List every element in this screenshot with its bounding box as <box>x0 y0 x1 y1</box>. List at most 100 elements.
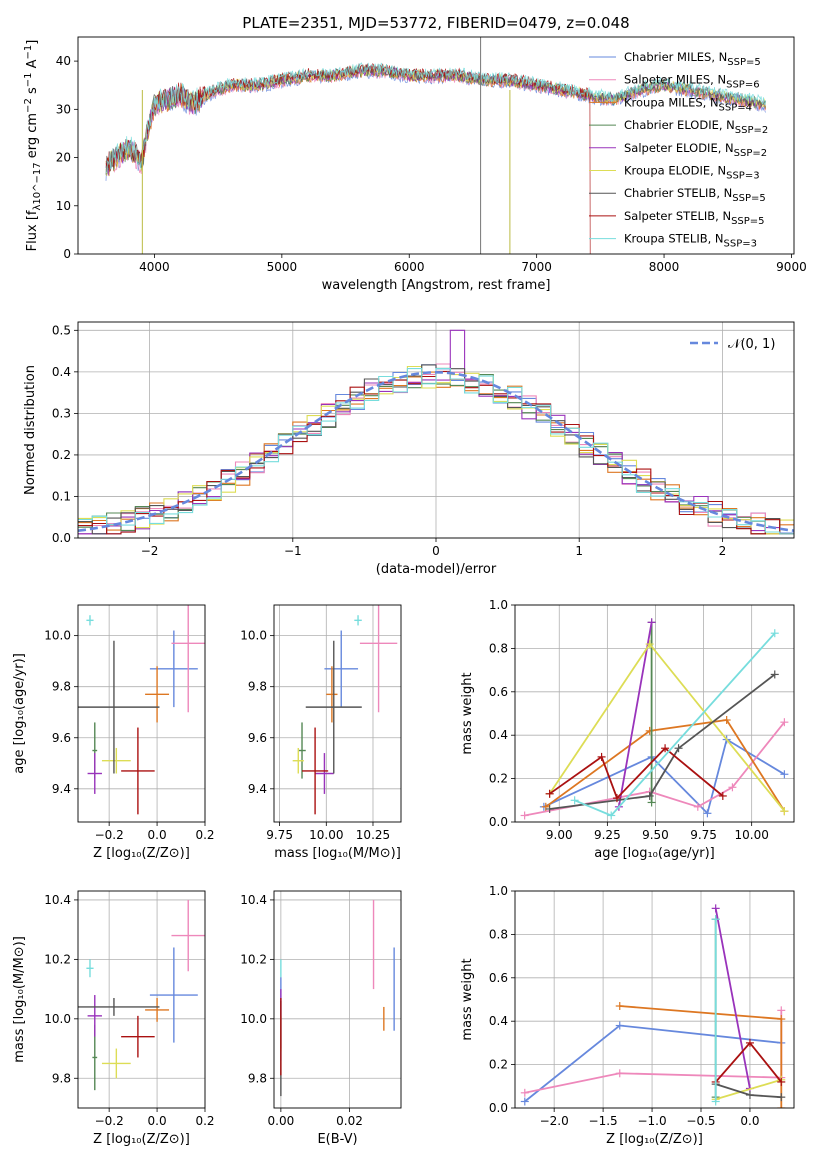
massweight-vs-Z-xtick-label: 0.0 <box>740 1114 759 1128</box>
legend-label: Salpeter STELIB, NSSP=5​ <box>624 209 765 227</box>
massweight-vs-age-ytick-label: 0.6 <box>489 685 508 699</box>
massweight-vs-age-frame <box>514 604 795 823</box>
age-vs-mass-xlabel: mass [log₁₀(M/M⊙)] <box>274 846 401 861</box>
normal-reference-curve <box>78 370 794 532</box>
massweight-vs-age-ytick-label: 0.2 <box>489 772 508 786</box>
age-vs-Z-ytick-label: 9.6 <box>52 731 71 745</box>
massweight-vs-age-ytick-label: 1.0 <box>489 598 508 612</box>
age-vs-mass-plot-area <box>292 605 398 815</box>
residual-histogram-ytick-label: 0.1 <box>52 489 71 503</box>
massweight-vs-Z-ytick-label: 0.8 <box>489 927 508 941</box>
spectrum-ylabel: Flux [fλ10^−17​ erg cm−2​ s−1​ A−1​] <box>23 40 43 252</box>
legend-label: Salpeter MILES, NSSP=6​ <box>624 73 760 91</box>
massweight-vs-age-xtick-label: 10.00 <box>734 828 768 842</box>
massweight-vs-Z-xtick-label: −0.5 <box>686 1114 715 1128</box>
age-vs-Z-frame <box>77 604 206 823</box>
residual-histogram-ytick-label: 0.2 <box>52 448 71 462</box>
massweight-vs-age-series-line <box>524 721 786 817</box>
massweight-vs-age-ytick-label: 0.4 <box>489 728 508 742</box>
mass-vs-Z-plot-area <box>78 899 205 1091</box>
age-vs-mass-panel: 9.75 10.00 10.25 9.4 9.6 9.8 10.0 mass [log₁₀(M… <box>240 604 402 861</box>
spectrum-xtick-label: 8000 <box>649 260 680 274</box>
mass-vs-Z-ytick-label: 9.8 <box>52 1071 71 1085</box>
spectrum-frame <box>77 36 795 255</box>
mass-vs-ebv-xtick-label: 0.02 <box>336 1114 363 1128</box>
spectrum-legend: Chabrier MILES, NSSP=5​ Salpeter MILES, N… <box>589 50 768 250</box>
massweight-vs-Z-xtick-label: −2.0 <box>540 1114 569 1128</box>
spectrum-ytick-label: 40 <box>56 54 71 68</box>
residual-histogram-panel: −2 −1 0 1 2 0.0 0.1 0.2 0.3 0.4 0.5 (data-model)/er… <box>23 321 795 577</box>
residual-histogram-ylabel: Normed distribution <box>23 365 38 495</box>
legend-label: Kroupa MILES, NSSP=4​ <box>624 95 752 113</box>
age-vs-Z-xlabel: Z [log₁₀(Z/Z⊙)] <box>93 846 190 861</box>
mass-vs-Z-xtick-label: 0.2 <box>195 1114 214 1128</box>
massweight-vs-Z-plot-area <box>520 904 786 1108</box>
massweight-vs-Z-series-line <box>524 1024 782 1103</box>
mass-vs-ebv-xlabel: E(B-V) <box>317 1132 357 1147</box>
massweight-vs-age-ytick-label: 0.8 <box>489 641 508 655</box>
spectrum-plot-area <box>105 37 767 254</box>
mass-vs-Z-frame <box>77 890 206 1109</box>
massweight-vs-age-xtick-label: 9.50 <box>642 828 669 842</box>
residual-histogram-xtick-label: 0 <box>432 544 440 558</box>
massweight-vs-Z-ylabel: mass weight <box>460 958 475 1040</box>
mass-vs-Z-ytick-label: 10.2 <box>44 952 71 966</box>
mass-vs-ebv-ytick-label: 10.4 <box>240 893 267 907</box>
age-vs-mass-xtick-label: 10.00 <box>309 828 343 842</box>
residual-histogram-plot-area <box>78 329 794 535</box>
spectrum-xlabel: wavelength [Angstrom, rest frame] <box>322 278 551 293</box>
residual-histogram-xtick-label: −2 <box>141 544 159 558</box>
age-vs-mass-ytick-label: 9.6 <box>248 731 267 745</box>
legend-label: Kroupa STELIB, NSSP=3​ <box>624 232 757 250</box>
residual-histogram-ytick-label: 0.3 <box>52 406 71 420</box>
age-vs-Z-ylabel: age [log₁₀(age/yr)] <box>12 653 27 774</box>
legend-label: Chabrier MILES, NSSP=5​ <box>624 50 761 68</box>
massweight-vs-Z-xlabel: Z [log₁₀(Z/Z⊙)] <box>606 1132 703 1147</box>
spectrum-xtick-label: 5000 <box>267 260 298 274</box>
massweight-vs-age-xtick-label: 9.00 <box>546 828 573 842</box>
massweight-vs-age-xtick-label: 9.25 <box>594 828 621 842</box>
age-vs-Z-plot-area <box>78 605 205 815</box>
age-vs-mass-ytick-label: 9.8 <box>248 680 267 694</box>
massweight-vs-age-panel: 9.00 9.25 9.50 9.75 10.00 0.0 0.2 0.4 0.6 0.8 1.0 a… <box>460 598 795 861</box>
spectrum-series-line <box>105 62 767 174</box>
residual-histogram-xtick-label: −1 <box>284 544 302 558</box>
age-vs-mass-ytick-label: 9.4 <box>248 782 267 796</box>
massweight-vs-age-series-line <box>549 673 776 810</box>
mass-vs-Z-panel: −0.2 0.0 0.2 9.8 10.0 10.2 10.4 Z [log₁₀(Z/Z⊙)]… <box>12 890 215 1147</box>
mass-vs-ebv-frame <box>273 890 402 1109</box>
spectrum-ytick-label: 0 <box>63 247 71 261</box>
mass-vs-ebv-ytick-label: 10.2 <box>240 952 267 966</box>
mass-vs-Z-xtick-label: 0.0 <box>148 1114 167 1128</box>
massweight-vs-Z-ytick-label: 1.0 <box>489 884 508 898</box>
massweight-vs-Z-series-line <box>714 908 751 1089</box>
legend-label: Kroupa ELODIE, NSSP=3​ <box>624 164 760 182</box>
residual-histogram-xlabel: (data-model)/error <box>376 562 497 577</box>
mass-vs-ebv-xtick-label: 0.00 <box>268 1114 295 1128</box>
legend-label: Salpeter ELODIE, NSSP=2​ <box>624 141 767 159</box>
mass-vs-Z-ytick-label: 10.4 <box>44 893 71 907</box>
massweight-vs-Z-ytick-label: 0.6 <box>489 971 508 985</box>
age-vs-Z-xtick-label: 0.0 <box>148 828 167 842</box>
age-vs-mass-xtick-label: 10.25 <box>356 828 390 842</box>
massweight-vs-Z-panel: −2.0 −1.5 −1.0 −0.5 0.0 0.0 0.2 0.4 0.6 0.8 1.0 Z [… <box>460 884 795 1147</box>
age-vs-Z-xtick-label: 0.2 <box>195 828 214 842</box>
massweight-vs-Z-ytick-label: 0.2 <box>489 1058 508 1072</box>
massweight-vs-Z-ytick-label: 0.0 <box>489 1101 508 1115</box>
massweight-vs-Z-frame <box>514 890 795 1109</box>
massweight-vs-Z-xtick-label: −1.5 <box>589 1114 618 1128</box>
massweight-vs-age-plot-area <box>520 618 789 820</box>
residual-histogram-ytick-label: 0.4 <box>52 365 71 379</box>
spectrum-xtick-label: 6000 <box>394 260 425 274</box>
massweight-vs-age-ylabel: mass weight <box>460 672 475 754</box>
mass-vs-ebv-plot-area <box>280 899 395 1097</box>
age-vs-mass-ytick-label: 10.0 <box>240 629 267 643</box>
histogram-series-step <box>78 368 794 535</box>
massweight-vs-age-series-line <box>618 622 653 807</box>
massweight-vs-Z-series-line <box>715 1078 782 1101</box>
mass-vs-Z-xtick-label: −0.2 <box>95 1114 124 1128</box>
spectrum-ytick-label: 30 <box>56 102 71 116</box>
mass-vs-Z-ytick-label: 10.0 <box>44 1012 71 1026</box>
